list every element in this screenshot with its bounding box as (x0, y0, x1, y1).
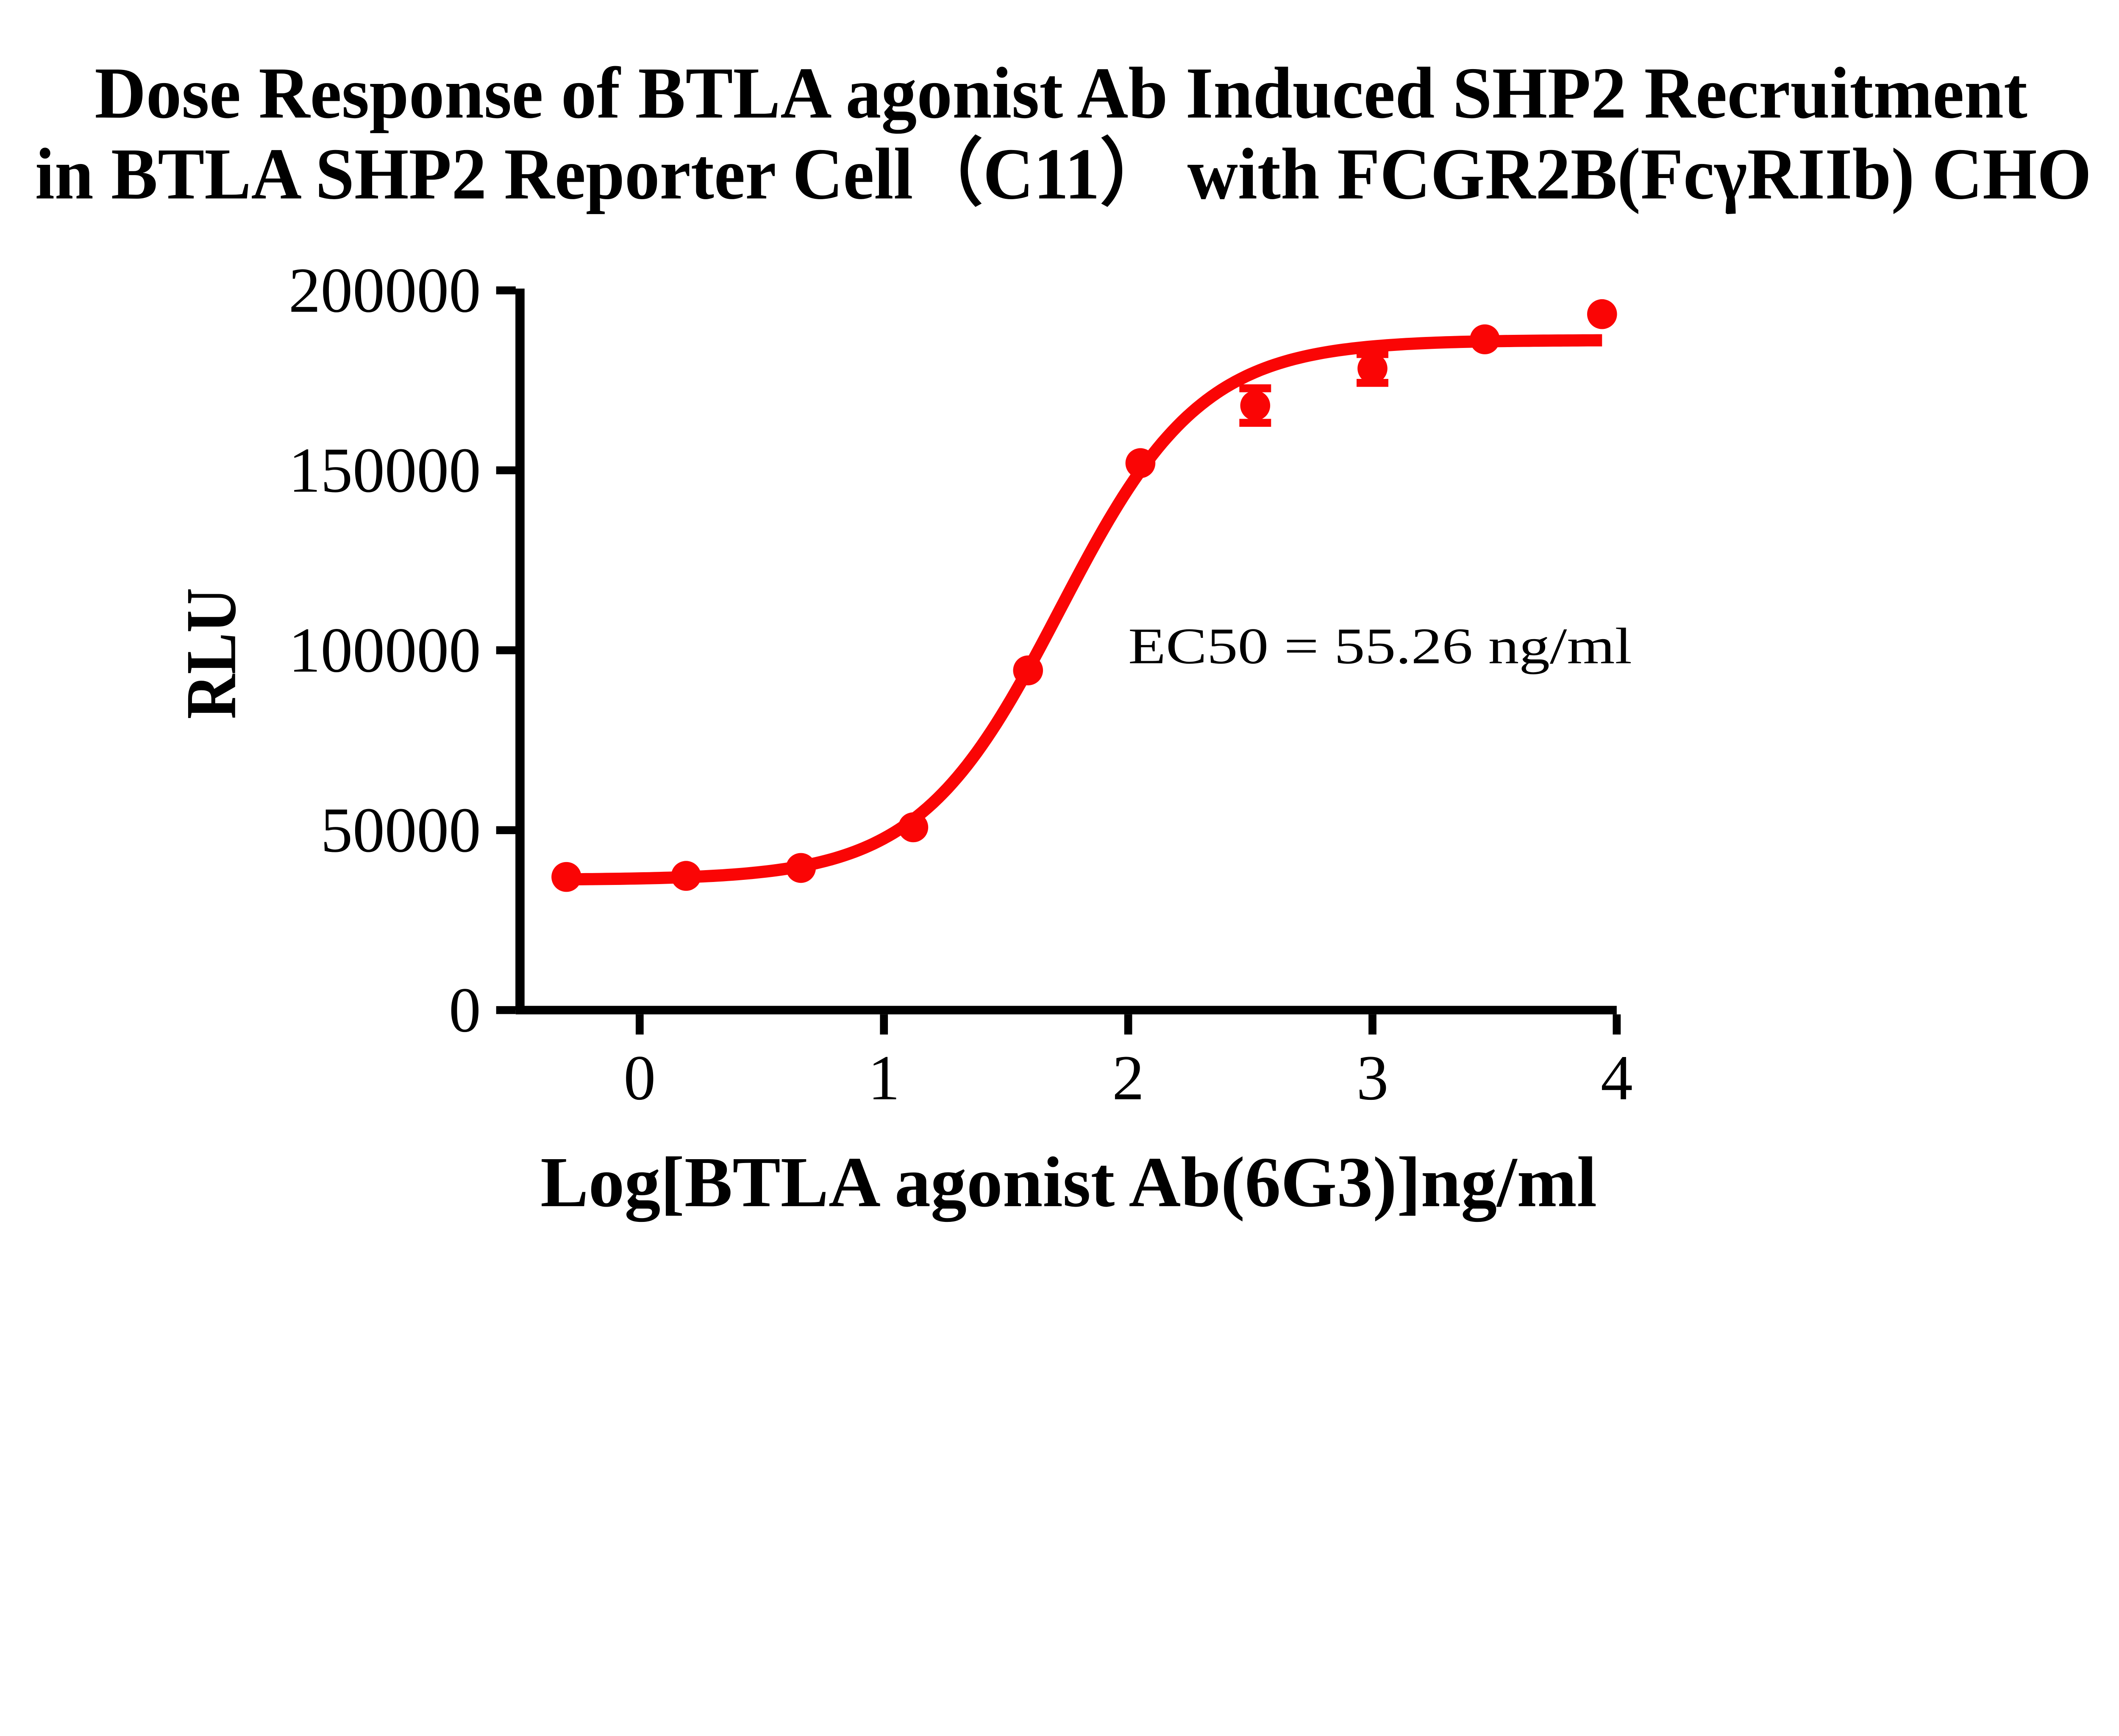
axes: 0 50000 100000 150000 200000 0 1 2 3 4 (289, 255, 1633, 1113)
y-tick-label: 50000 (321, 794, 481, 865)
data-point-marker (1013, 655, 1043, 686)
y-tick-label: 100000 (289, 615, 481, 686)
data-point-marker (1587, 299, 1617, 329)
series-group (551, 299, 1617, 892)
dose-response-chart: Dose Response of BTLA agonist Ab Induced… (35, 53, 2092, 1222)
x-tick-label: 2 (1112, 1042, 1144, 1113)
x-tick-label: 3 (1357, 1042, 1389, 1113)
x-tick-label: 1 (868, 1042, 900, 1113)
x-axis-ticks (636, 1014, 1621, 1035)
data-point-marker (898, 812, 929, 843)
fit-curve (565, 334, 1604, 886)
data-point-marker (1470, 324, 1500, 354)
data-point-marker (786, 853, 816, 883)
data-point-marker (1357, 353, 1388, 384)
page: Dose Response of BTLA agonist Ab Induced… (35, 53, 2092, 1222)
data-point-marker (1125, 448, 1156, 479)
y-axis-tick-labels: 0 50000 100000 150000 200000 (289, 255, 481, 1046)
y-tick-label: 0 (449, 974, 481, 1046)
x-tick-label: 4 (1601, 1042, 1633, 1113)
y-axis-title: RLU (171, 588, 251, 719)
ec50-annotation: EC50 = 55.26 ng/ml (1128, 618, 1632, 675)
x-tick-label: 0 (624, 1042, 656, 1113)
data-point-marker (551, 862, 581, 892)
y-tick-label: 150000 (289, 434, 481, 506)
y-axis-ticks (496, 286, 516, 1014)
x-axis-tick-labels: 0 1 2 3 4 (624, 1042, 1633, 1113)
y-tick-label: 200000 (289, 255, 481, 326)
chart-title-line2: in BTLA SHP2 Reporter Cell（C11） with FCG… (35, 134, 2091, 214)
x-axis-title: Log[BTLA agonist Ab(6G3)]ng/ml (540, 1142, 1597, 1222)
chart-title-line1: Dose Response of BTLA agonist Ab Induced… (95, 53, 2027, 134)
data-point-marker (1240, 390, 1271, 421)
data-point-marker (671, 861, 701, 891)
